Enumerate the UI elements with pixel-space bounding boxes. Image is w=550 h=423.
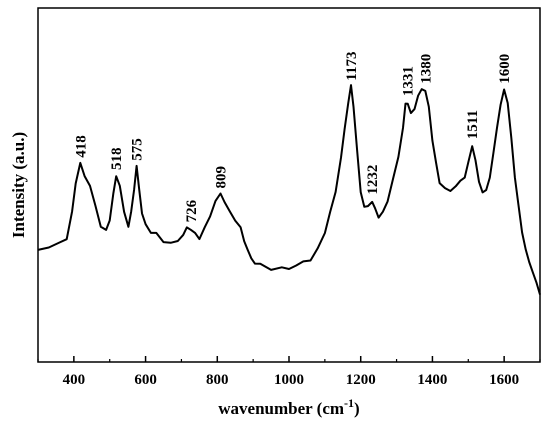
peak-label: 809 xyxy=(214,166,230,189)
peak-label: 1331 xyxy=(401,66,417,96)
peak-label: 726 xyxy=(184,199,200,222)
peak-label: 1173 xyxy=(344,52,360,81)
x-tick-label: 1200 xyxy=(346,372,376,388)
x-tick-label: 1400 xyxy=(417,372,447,388)
peak-label: 575 xyxy=(130,138,146,161)
peak-label: 1600 xyxy=(497,54,513,84)
x-tick-label: 400 xyxy=(63,372,86,388)
peak-label: 518 xyxy=(109,148,125,171)
x-axis-title-end: ) xyxy=(354,399,360,418)
y-axis-title: Intensity (a.u.) xyxy=(9,132,28,238)
plot-frame xyxy=(37,7,541,363)
x-tick-label: 800 xyxy=(206,372,229,388)
x-axis-title-superscript: -1 xyxy=(344,396,354,410)
x-tick-label: 600 xyxy=(134,372,157,388)
x-axis-title-main: wavenumber (cm xyxy=(218,399,344,418)
x-axis-ticks: 400 600 800 1000 1200 1400 1600 xyxy=(37,356,541,388)
peak-label: 1380 xyxy=(418,54,434,84)
x-tick-label: 1000 xyxy=(274,372,304,388)
x-axis-title: wavenumber (cm-1) xyxy=(218,396,359,418)
peak-label: 1232 xyxy=(365,165,381,195)
peak-label: 1511 xyxy=(465,110,481,139)
peak-labels: 418 518 575 726 809 1173 1232 1331 1380 1511 1600 xyxy=(73,52,513,223)
spectrum-line xyxy=(37,84,541,295)
x-tick-label: 1600 xyxy=(489,372,519,388)
peak-label: 418 xyxy=(73,135,89,158)
